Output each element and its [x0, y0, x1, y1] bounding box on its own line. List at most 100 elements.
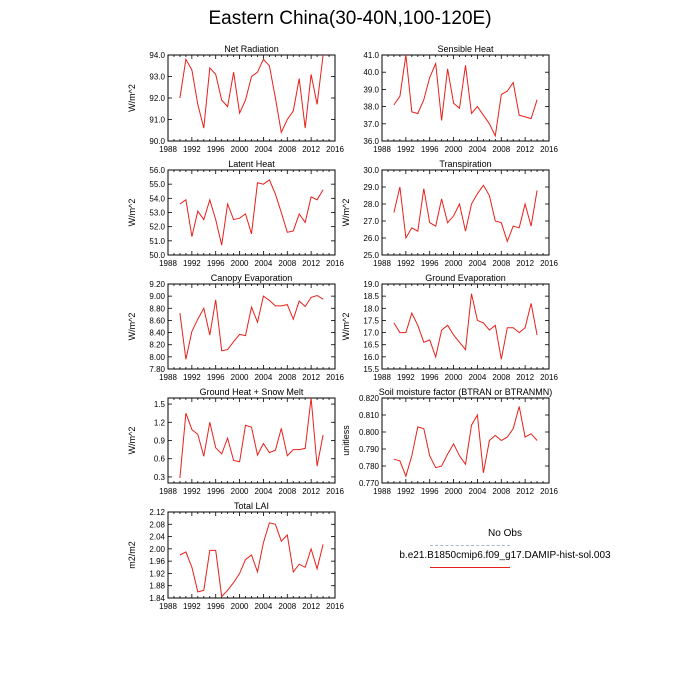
x-tick-label: 2012	[302, 373, 320, 382]
panel-title: Soil moisture factor (BTRAN or BTRANMN)	[379, 387, 553, 397]
x-tick-label: 2000	[445, 487, 463, 496]
x-tick-label: 1988	[159, 602, 177, 611]
y-tick-label: 9.20	[149, 280, 165, 289]
panel-5: Ground Evaporation W/m^2 1988 1992 1996 2000 2…	[341, 273, 558, 382]
y-tick-label: 16.5	[363, 341, 379, 350]
y-axis-label: W/m^2	[127, 199, 137, 227]
series-line	[393, 54, 538, 138]
x-tick-label: 2008	[492, 487, 510, 496]
x-tick-label: 2016	[540, 373, 558, 382]
y-tick-label: 9.00	[149, 292, 165, 301]
x-tick-label: 1988	[159, 373, 177, 382]
y-tick-label: 7.80	[149, 365, 165, 374]
x-tick-label: 1988	[373, 487, 391, 496]
y-tick-label: 93.0	[149, 73, 165, 82]
y-tick-label: 0.6	[154, 455, 166, 464]
panel-title: Net Radiation	[224, 44, 279, 54]
x-tick-label: 2000	[445, 373, 463, 382]
x-tick-label: 2016	[326, 602, 344, 611]
x-tick-label: 2004	[469, 487, 487, 496]
x-tick-label: 1992	[397, 373, 415, 382]
y-tick-label: 8.20	[149, 341, 165, 350]
panel-title: Latent Heat	[228, 159, 275, 169]
legend-label-model: b.e21.B1850cmip6.f09_g17.DAMIP-hist-sol.…	[399, 550, 611, 561]
y-tick-label: 1.96	[149, 557, 165, 566]
x-tick-label: 2012	[302, 259, 320, 268]
x-tick-label: 2000	[231, 487, 249, 496]
series-line	[179, 522, 324, 598]
series-line	[393, 184, 538, 243]
x-tick-label: 2012	[516, 487, 534, 496]
x-tick-label: 1996	[207, 487, 225, 496]
x-tick-label: 2004	[255, 373, 273, 382]
y-tick-label: 0.800	[359, 428, 380, 437]
x-tick-label: 2008	[278, 259, 296, 268]
y-tick-label: 90.0	[149, 137, 165, 146]
x-tick-label: 2008	[278, 602, 296, 611]
plot-frame	[381, 169, 550, 256]
y-tick-label: 17.0	[363, 329, 379, 338]
x-tick-label: 2000	[231, 373, 249, 382]
y-tick-label: 16.0	[363, 353, 379, 362]
x-tick-label: 2004	[469, 373, 487, 382]
x-tick-label: 1988	[373, 259, 391, 268]
y-tick-label: 2.08	[149, 520, 165, 529]
x-tick-label: 2004	[255, 259, 273, 268]
series-line	[393, 293, 538, 360]
y-tick-label: 51.0	[149, 237, 165, 246]
y-tick-label: 2.12	[149, 508, 165, 517]
x-tick-label: 1992	[183, 259, 201, 268]
x-tick-label: 1988	[373, 373, 391, 382]
y-tick-label: 92.0	[149, 94, 165, 103]
y-tick-label: 39.0	[363, 85, 379, 94]
y-axis-label: m2/m2	[127, 541, 137, 569]
y-tick-label: 17.5	[363, 316, 379, 325]
y-tick-label: 1.84	[149, 594, 165, 603]
legend-item-model: b.e21.B1850cmip6.f09_g17.DAMIP-hist-sol.…	[350, 550, 660, 561]
y-axis-label: W/m^2	[127, 84, 137, 112]
y-tick-label: 40.0	[363, 68, 379, 77]
x-tick-label: 2004	[469, 259, 487, 268]
x-tick-label: 2016	[326, 259, 344, 268]
y-axis-label: W/m^2	[127, 427, 137, 455]
x-tick-label: 1996	[421, 373, 439, 382]
panel-0: Net Radiation W/m^2 1988 1992 1996 2000 2004 20…	[127, 44, 344, 154]
y-tick-label: 1.88	[149, 582, 165, 591]
y-tick-label: 52.0	[149, 223, 165, 232]
panel-title: Ground Heat + Snow Melt	[200, 387, 304, 397]
x-tick-label: 1992	[183, 145, 201, 154]
y-tick-label: 1.2	[154, 418, 166, 427]
panel-3: Transpiration W/m^2 1988 1992 1996 2000 2004 20…	[341, 159, 558, 268]
y-axis-label: W/m^2	[341, 199, 351, 227]
x-tick-label: 1996	[207, 602, 225, 611]
x-tick-label: 2016	[540, 487, 558, 496]
plot-frame	[381, 397, 550, 484]
plot-frame	[167, 54, 336, 142]
y-tick-label: 56.0	[149, 166, 165, 175]
x-tick-label: 2004	[469, 145, 487, 154]
x-tick-label: 2000	[231, 259, 249, 268]
x-tick-label: 2000	[231, 145, 249, 154]
y-tick-label: 19.0	[363, 280, 379, 289]
y-axis-label: unitless	[341, 425, 351, 456]
x-tick-label: 2004	[255, 145, 273, 154]
y-tick-label: 29.0	[363, 183, 379, 192]
y-tick-label: 0.790	[359, 445, 380, 454]
legend-swatch-no-obs	[430, 545, 510, 546]
x-tick-label: 1996	[207, 145, 225, 154]
y-tick-label: 18.5	[363, 292, 379, 301]
x-tick-label: 2004	[255, 602, 273, 611]
x-tick-label: 2016	[540, 259, 558, 268]
panel-8: Total LAI m2/m2 1988 1992 1996 2000 2004 2008 20…	[127, 501, 344, 611]
y-tick-label: 54.0	[149, 194, 165, 203]
y-tick-label: 36.0	[363, 137, 379, 146]
panel-title: Ground Evaporation	[425, 273, 506, 283]
x-tick-label: 2000	[231, 602, 249, 611]
y-tick-label: 8.60	[149, 316, 165, 325]
x-tick-label: 1992	[183, 487, 201, 496]
x-tick-label: 1996	[421, 145, 439, 154]
x-tick-label: 2012	[302, 487, 320, 496]
plot-frame	[167, 283, 336, 370]
y-tick-label: 55.0	[149, 180, 165, 189]
series-line	[179, 397, 324, 479]
